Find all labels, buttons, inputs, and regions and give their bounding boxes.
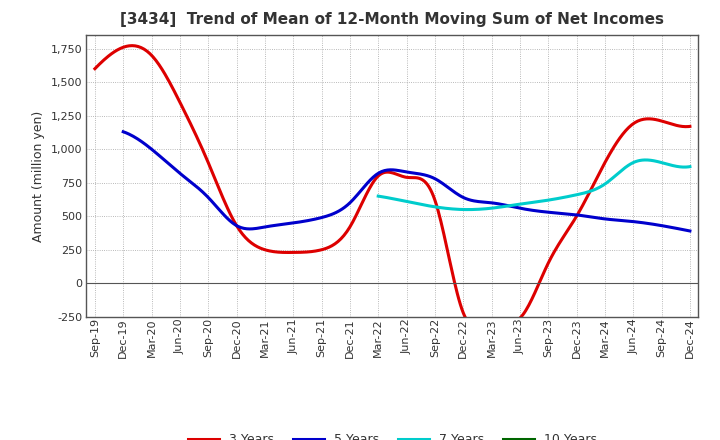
Y-axis label: Amount (million yen): Amount (million yen) [32, 110, 45, 242]
Legend: 3 Years, 5 Years, 7 Years, 10 Years: 3 Years, 5 Years, 7 Years, 10 Years [183, 429, 602, 440]
Title: [3434]  Trend of Mean of 12-Month Moving Sum of Net Incomes: [3434] Trend of Mean of 12-Month Moving … [120, 12, 665, 27]
